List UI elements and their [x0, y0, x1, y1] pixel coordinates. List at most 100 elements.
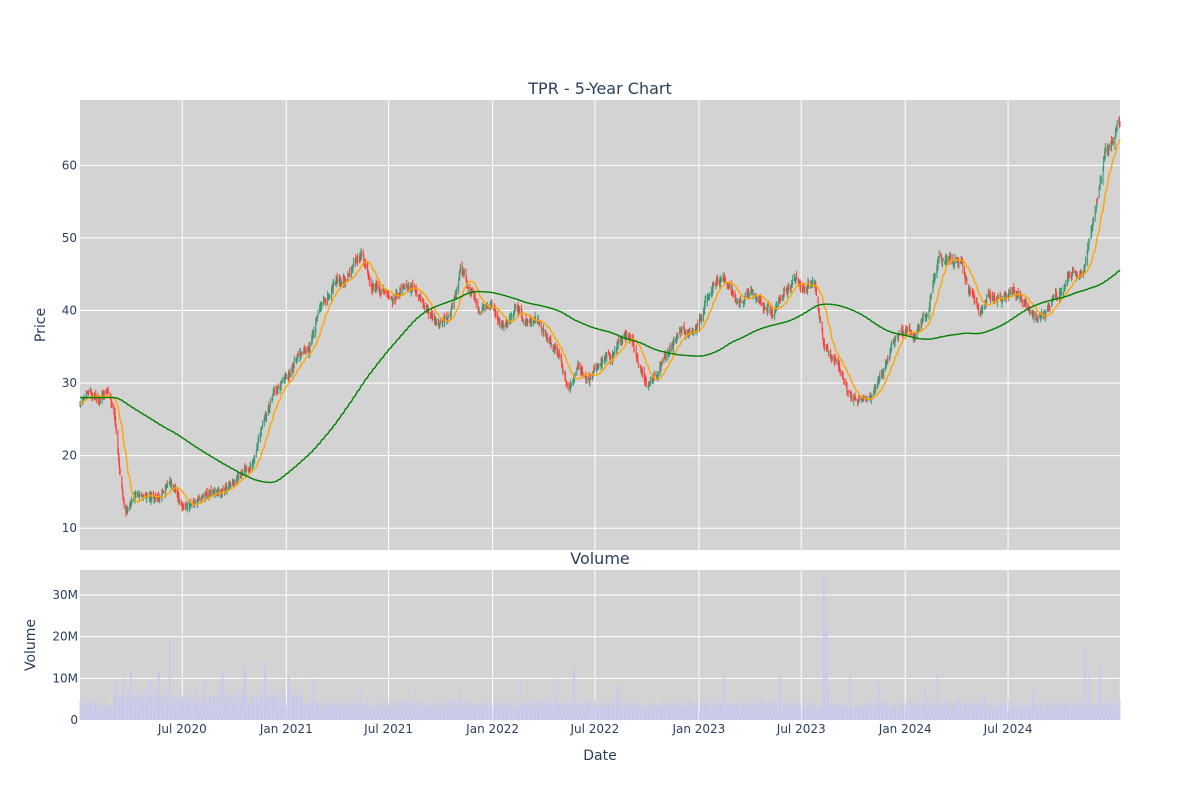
volume-bar — [154, 688, 156, 720]
volume-bar — [79, 701, 81, 720]
candle-body — [900, 331, 902, 335]
volume-bar — [205, 701, 207, 720]
volume-bar — [83, 703, 85, 720]
candle-body — [471, 290, 473, 292]
candle-body — [1013, 289, 1015, 293]
volume-bar — [1029, 702, 1030, 720]
candle-body — [224, 488, 226, 492]
volume-bar — [1112, 704, 1114, 720]
volume-bar — [485, 709, 487, 720]
volume-bar — [910, 703, 912, 720]
candle-body — [585, 376, 587, 379]
volume-bar — [470, 709, 472, 720]
candle-body — [220, 491, 222, 493]
candle-body — [491, 304, 493, 308]
candle-body — [462, 270, 464, 273]
volume-bar — [770, 704, 772, 720]
candle-body — [831, 357, 833, 360]
volume-bar — [1005, 704, 1007, 720]
candle-body — [1076, 273, 1077, 276]
volume-bar — [629, 707, 631, 720]
candle-body — [162, 491, 163, 494]
volume-bar — [197, 705, 198, 720]
candle-body — [382, 289, 384, 291]
candle-body — [628, 337, 630, 340]
candle-body — [877, 380, 879, 383]
candle-body — [424, 306, 426, 308]
candle-body — [625, 336, 627, 337]
volume-bar — [82, 708, 84, 720]
volume-bar — [622, 709, 624, 720]
volume-bar — [783, 706, 785, 720]
candle-body — [739, 301, 741, 303]
candle-body — [442, 318, 444, 323]
candle-body — [886, 364, 888, 366]
candle-body — [771, 313, 773, 316]
volume-bar — [655, 706, 657, 720]
candle-body — [586, 379, 588, 381]
volume-bar — [727, 702, 729, 720]
volume-bar — [244, 665, 246, 720]
candle-body — [957, 259, 959, 263]
volume-bar — [111, 708, 113, 720]
volume-bar — [695, 707, 697, 720]
x-tick-label: Jul 2023 — [776, 722, 826, 736]
candle-body — [451, 306, 453, 309]
candle-body — [295, 358, 297, 361]
candle-body — [605, 356, 607, 358]
candle-body — [510, 314, 512, 316]
candle-body — [871, 394, 873, 398]
volume-bar — [641, 709, 643, 720]
volume-bar — [407, 710, 409, 720]
candle-body — [1099, 185, 1101, 187]
volume-bar — [420, 709, 422, 720]
volume-bar — [592, 708, 594, 720]
volume-bar — [548, 706, 550, 720]
candle-body — [920, 324, 922, 329]
candle-body — [719, 282, 721, 284]
candle-body — [601, 361, 603, 364]
candle-body — [465, 273, 467, 281]
candle-body — [800, 284, 802, 289]
volume-bar — [543, 706, 544, 720]
candle-body — [399, 291, 401, 296]
volume-bar — [176, 698, 178, 720]
volume-bar — [831, 705, 833, 720]
candle-body — [371, 287, 373, 290]
candle-body — [966, 279, 968, 284]
candle-body — [427, 308, 429, 310]
volume-bar — [218, 702, 220, 720]
volume-bar — [538, 700, 540, 720]
volume-bar — [879, 705, 881, 720]
volume-bar — [118, 695, 119, 720]
volume-bar — [335, 707, 337, 720]
candle-body — [1053, 295, 1055, 297]
candle-body — [805, 286, 807, 289]
candle-body — [770, 311, 772, 314]
candle-body — [404, 286, 406, 288]
volume-bar — [505, 702, 507, 720]
candle-body — [358, 260, 360, 262]
volume-bar — [560, 704, 562, 720]
volume-bar — [744, 703, 746, 720]
candle-body — [467, 286, 469, 288]
candle-body — [747, 289, 748, 293]
volume-bar — [823, 574, 825, 720]
candle-body — [483, 304, 485, 309]
candle-body — [495, 312, 497, 317]
volume-bar — [190, 689, 192, 720]
volume-bar — [692, 708, 694, 720]
volume-bar — [875, 702, 877, 720]
volume-bar — [652, 710, 653, 720]
volume-bar — [139, 698, 141, 720]
volume-bar — [315, 701, 317, 720]
candle-body — [987, 293, 989, 298]
volume-bar — [396, 710, 397, 720]
candle-body — [1024, 304, 1025, 306]
candle-body — [190, 504, 192, 507]
candle-body — [869, 396, 871, 398]
volume-bar — [368, 699, 370, 720]
volume-bar — [462, 706, 464, 720]
volume-bar — [270, 696, 271, 720]
volume-bar — [899, 710, 900, 720]
